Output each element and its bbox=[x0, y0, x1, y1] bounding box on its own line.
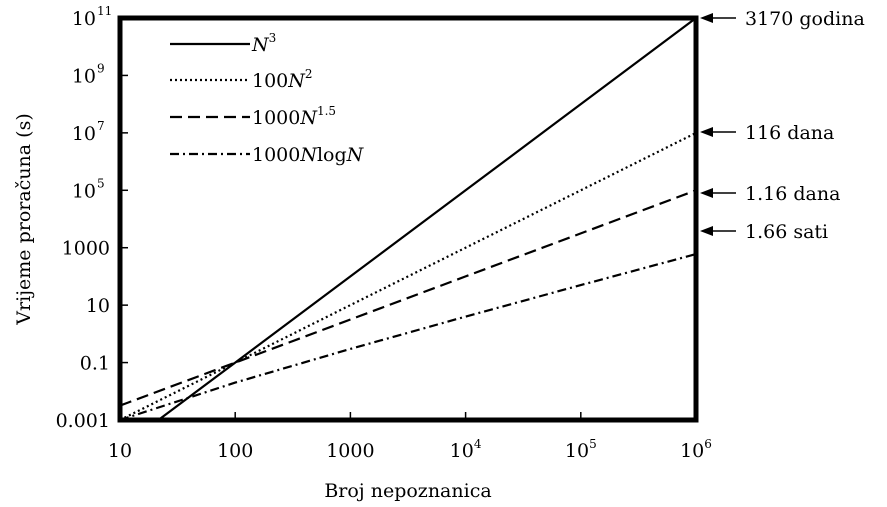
x-tick-label: 100 bbox=[217, 440, 253, 462]
annotation-label-1: 116 dana bbox=[745, 122, 834, 144]
x-axis-label: Broj nepoznanica bbox=[324, 480, 491, 502]
series-line-0 bbox=[156, 18, 696, 420]
annotation-label-2: 1.16 dana bbox=[745, 183, 840, 205]
y-axis-label: Vrijeme proračuna (s) bbox=[13, 113, 35, 325]
annotation-label-0: 3170 godina bbox=[745, 8, 865, 30]
legend-label-0: N3 bbox=[251, 31, 276, 56]
y-tick-label: 10 bbox=[86, 295, 110, 317]
legend-label-3: 1000NlogN bbox=[252, 144, 365, 166]
y-tick-label: 0.001 bbox=[56, 410, 110, 432]
series-line-3 bbox=[120, 253, 696, 420]
x-tick-label: 104 bbox=[450, 437, 482, 462]
series-line-1 bbox=[120, 131, 696, 420]
legend-label-1: 100N2 bbox=[252, 67, 313, 92]
series-layer bbox=[120, 18, 696, 420]
annotation-arrowhead-1 bbox=[700, 127, 713, 137]
y-tick-label: 0.1 bbox=[80, 353, 110, 375]
x-tick-label: 10 bbox=[108, 440, 132, 462]
plot-frame bbox=[117, 15, 699, 423]
y-tick-label: 109 bbox=[72, 61, 105, 87]
y-tick-label: 107 bbox=[72, 119, 105, 145]
annotation-arrowhead-3 bbox=[700, 226, 713, 236]
x-tick-label: 1000 bbox=[326, 440, 374, 462]
annotation-label-3: 1.66 sati bbox=[745, 221, 828, 243]
x-tick-label: 105 bbox=[565, 437, 597, 462]
legend-label-2: 1000N1.5 bbox=[252, 104, 336, 129]
y-tick-label: 1000 bbox=[62, 238, 110, 260]
annotation-arrowhead-0 bbox=[700, 13, 713, 23]
annotation-arrowhead-2 bbox=[700, 188, 713, 198]
series-line-2 bbox=[120, 189, 696, 407]
x-tick-label: 106 bbox=[680, 437, 712, 462]
tick-layer: 10 100 1000 104 105 106 0.001 0.1 10 1000 105 107 10… bbox=[56, 4, 712, 462]
y-tick-label: 1011 bbox=[72, 4, 112, 30]
annotation-layer: 3170 godina 116 dana 1.16 dana 1.66 sati bbox=[700, 8, 865, 243]
legend: N3 100N2 1000N1.5 1000NlogN bbox=[170, 31, 365, 166]
y-tick-label: 105 bbox=[72, 176, 105, 202]
